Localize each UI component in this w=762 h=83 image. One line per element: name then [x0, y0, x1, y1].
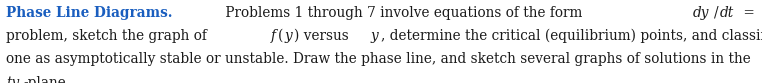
Text: =: = [738, 6, 759, 20]
Text: , determine the critical (equilibrium) points, and classify each: , determine the critical (equilibrium) p… [380, 29, 762, 43]
Text: /: / [714, 6, 719, 20]
Text: Phase Line Diagrams.: Phase Line Diagrams. [6, 6, 173, 20]
Text: ) versus: ) versus [294, 29, 354, 43]
Text: ty: ty [6, 76, 19, 83]
Text: y: y [370, 29, 379, 43]
Text: dt: dt [720, 6, 735, 20]
Text: y: y [284, 29, 292, 43]
Text: one as asymptotically stable or unstable. Draw the phase line, and sketch severa: one as asymptotically stable or unstable… [6, 52, 751, 66]
Text: (: ( [277, 29, 283, 43]
Text: -plane.: -plane. [23, 76, 70, 83]
Text: dy: dy [693, 6, 709, 20]
Text: f: f [271, 29, 276, 43]
Text: Problems 1 through 7 involve equations of the form: Problems 1 through 7 involve equations o… [221, 6, 587, 20]
Text: problem, sketch the graph of: problem, sketch the graph of [6, 29, 211, 43]
